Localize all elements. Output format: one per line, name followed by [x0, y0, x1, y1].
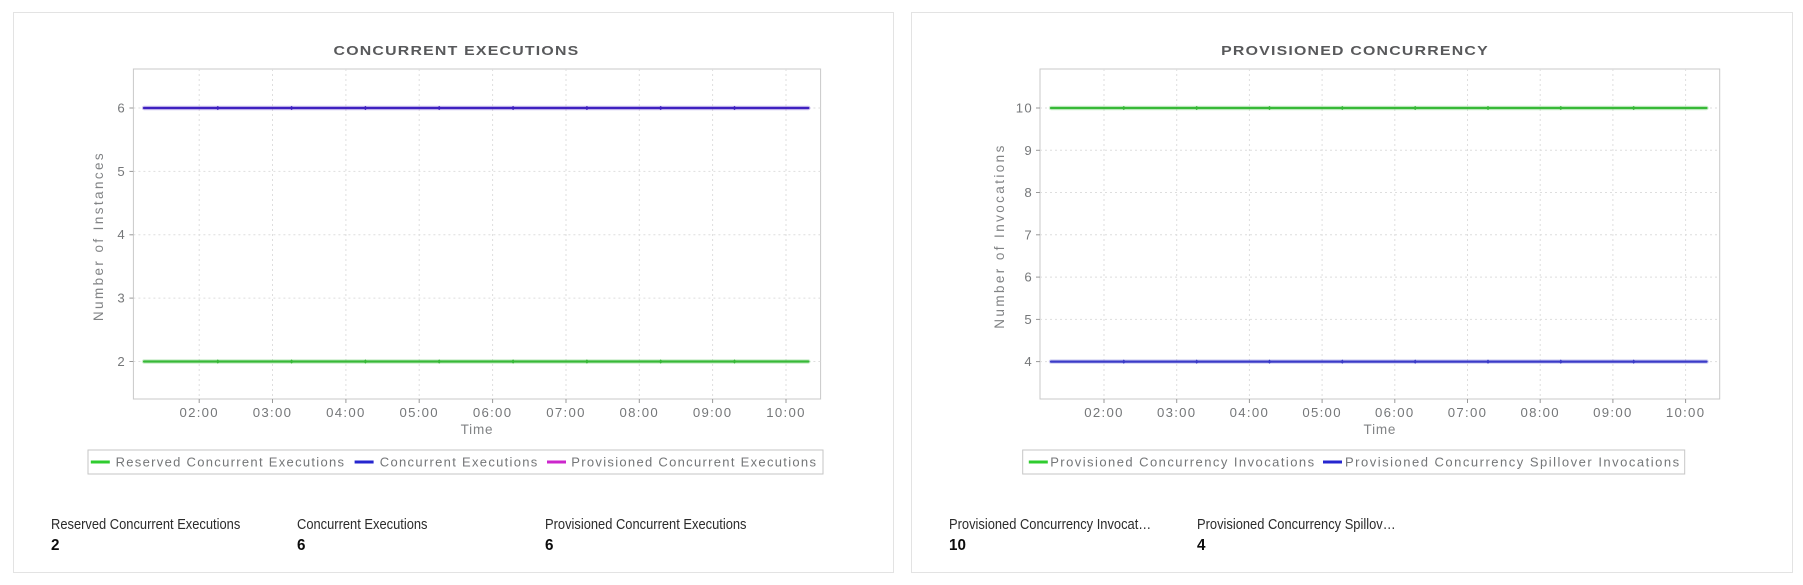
svg-text:Reserved Concurrent Executions: Reserved Concurrent Executions: [116, 455, 346, 470]
svg-text:03:00: 03:00: [1157, 405, 1197, 420]
svg-text:05:00: 05:00: [399, 405, 439, 420]
svg-text:Number of Invocations: Number of Invocations: [992, 143, 1007, 328]
svg-text:2: 2: [117, 354, 126, 369]
svg-text:08:00: 08:00: [620, 405, 660, 420]
svg-text:02:00: 02:00: [179, 405, 219, 420]
svg-text:5: 5: [117, 164, 126, 179]
svg-text:09:00: 09:00: [1593, 405, 1633, 420]
svg-text:05:00: 05:00: [1302, 405, 1342, 420]
svg-text:Time: Time: [1364, 422, 1397, 437]
svg-text:09:00: 09:00: [693, 405, 733, 420]
svg-text:4: 4: [117, 227, 126, 242]
svg-text:5: 5: [1024, 312, 1033, 327]
svg-text:10:00: 10:00: [1666, 405, 1706, 420]
svg-text:10:00: 10:00: [766, 405, 806, 420]
svg-text:04:00: 04:00: [1230, 405, 1270, 420]
svg-text:10: 10: [1016, 101, 1033, 116]
svg-text:Provisioned Concurrent Executi: Provisioned Concurrent Executions: [571, 455, 817, 470]
svg-text:07:00: 07:00: [1448, 405, 1488, 420]
svg-text:Provisioned Concurrency Invoca: Provisioned Concurrency Invocations: [1050, 455, 1315, 470]
svg-text:9: 9: [1024, 143, 1033, 158]
svg-text:4: 4: [1024, 354, 1033, 369]
svg-text:Time: Time: [461, 422, 494, 437]
svg-text:Provisioned Concurrency Spillo: Provisioned Concurrency Spillover Invoca…: [1345, 455, 1681, 470]
svg-text:06:00: 06:00: [1375, 405, 1415, 420]
svg-text:Number of Instances: Number of Instances: [91, 151, 106, 321]
svg-text:Concurrent Executions: Concurrent Executions: [380, 455, 539, 470]
svg-text:06:00: 06:00: [473, 405, 513, 420]
svg-text:6: 6: [1024, 270, 1033, 285]
svg-text:8: 8: [1024, 185, 1033, 200]
svg-text:3: 3: [117, 291, 126, 306]
svg-text:02:00: 02:00: [1084, 405, 1124, 420]
svg-text:04:00: 04:00: [326, 405, 366, 420]
svg-text:03:00: 03:00: [253, 405, 293, 420]
svg-text:08:00: 08:00: [1520, 405, 1560, 420]
svg-text:6: 6: [117, 101, 126, 116]
svg-text:07:00: 07:00: [546, 405, 586, 420]
svg-text:7: 7: [1024, 227, 1033, 242]
